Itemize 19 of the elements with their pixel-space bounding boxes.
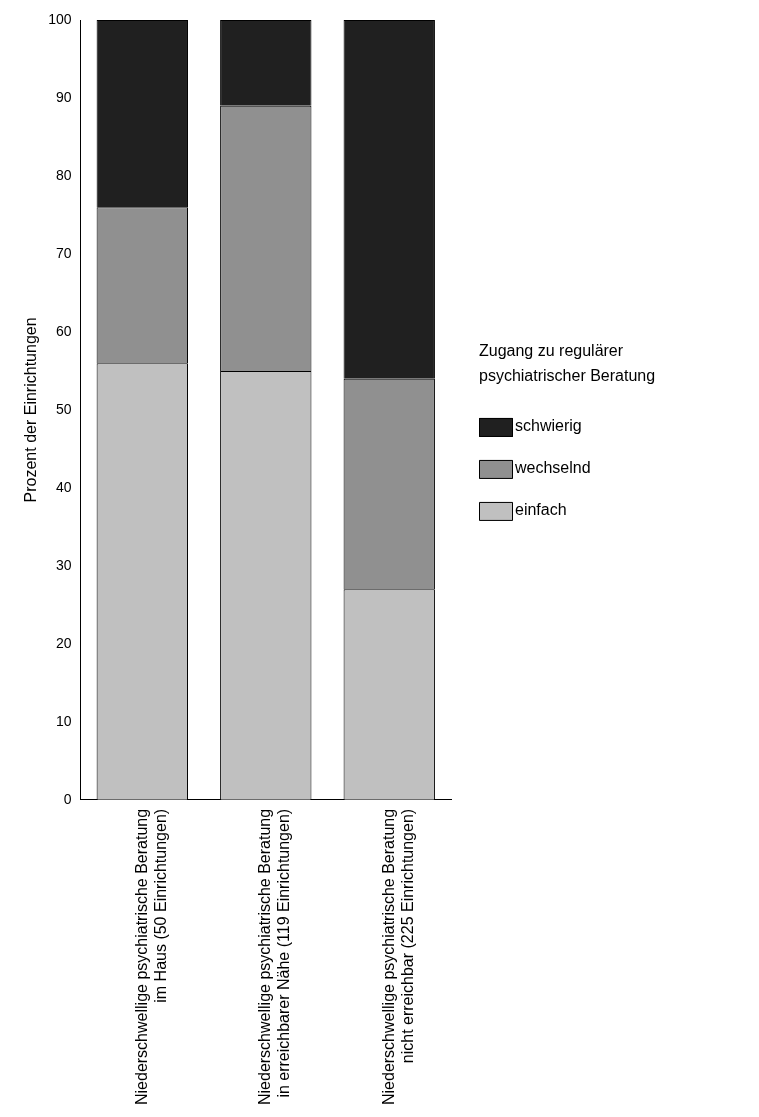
y-tick-label: 100 (48, 10, 72, 27)
y-tick-label: 10 (55, 712, 72, 729)
y-tick-label: 40 (55, 478, 72, 495)
legend-label: einfach (515, 501, 567, 519)
y-tick-label: 50 (55, 400, 72, 417)
y-tick-label: 30 (55, 556, 72, 573)
x-tick-label: Niederschwellige psychiatrische Beratung nicht erreichbar (225 Einrichtungen) (379, 808, 416, 1106)
x-tick-label: Niederschwellige psychiatrische Beratung in erreichbarer Nähe (119 Einrichtungen) (256, 808, 293, 1106)
y-tick-label: 70 (55, 244, 72, 261)
y-tick-label: 60 (55, 322, 72, 339)
y-tick-label: 20 (55, 634, 72, 651)
y-tick-label: 0 (63, 790, 72, 807)
legend-label: schwierig (515, 417, 582, 435)
legend-title: Zugang zu regulärer psychiatrischer Beratung (479, 342, 656, 385)
legend-label: wechselnd (514, 459, 591, 477)
x-tick-label: Niederschwellige psychiatrische Beratung im Haus (50 Einrichtungen) (132, 808, 169, 1106)
y-tick-label: 80 (55, 166, 72, 183)
y-tick-label: 90 (55, 88, 72, 105)
y-axis-title: Prozent der Einrichtungen (22, 317, 40, 503)
